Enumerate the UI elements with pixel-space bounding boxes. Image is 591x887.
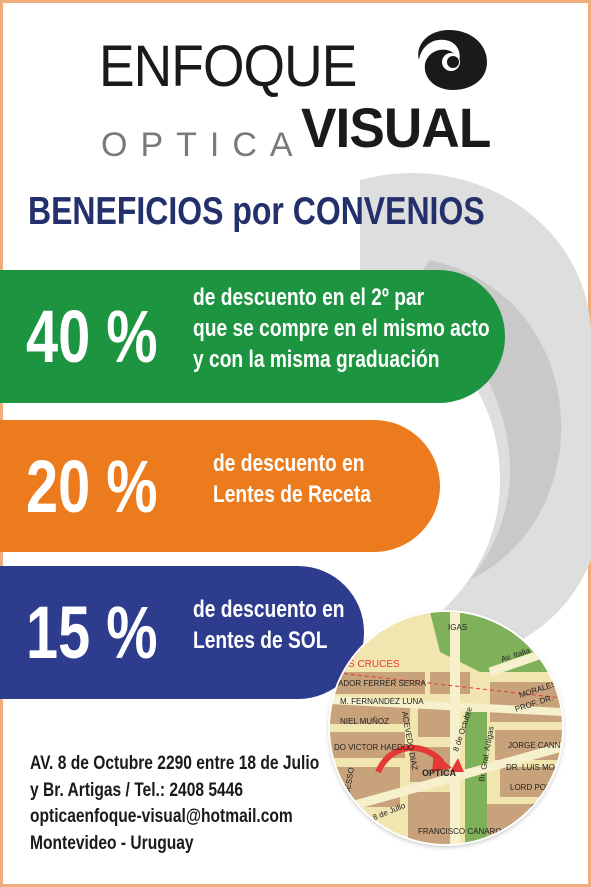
map-label: DR. LUIS MO: [506, 763, 555, 772]
map-label: M. FERNANDEZ LUNA: [340, 697, 424, 706]
offer-percent: 20 %: [26, 445, 158, 528]
map-arrow-head-icon: [432, 752, 452, 772]
map-boundary: [330, 671, 562, 699]
map-block: [330, 702, 410, 724]
offer-line: Lentes de Receta: [213, 481, 371, 509]
map-label: DO VICTOR HAEDO: [334, 743, 409, 752]
brand-logo: ENFOQUE OPTICA VISUAL: [95, 22, 495, 172]
offer-percent: 15 %: [26, 591, 158, 674]
location-map[interactable]: + S CRUCES ADOR FERRER SERRA M. FERNANDE…: [330, 612, 562, 844]
offer-line: de descuento en: [213, 450, 365, 477]
page-title: BENEFICIOS por CONVENIOS: [28, 190, 485, 233]
offer-percent: 40 %: [26, 295, 158, 378]
logo-optica: OPTICA: [101, 126, 306, 164]
swirl-inner-arc: [400, 260, 562, 580]
contact-info: AV. 8 de Octubre 2290 entre 18 de Julio …: [30, 751, 319, 857]
offer-description: de descuento en Lentes de SOL: [193, 594, 345, 656]
offer-band-15: 15 % de descuento en Lentes de SOL: [0, 566, 364, 699]
address-line: AV. 8 de Octubre 2290 entre 18 de Julio: [30, 753, 320, 774]
email[interactable]: opticaenfoque-visual@hotmail.com: [30, 806, 293, 828]
logo-enfoque: ENFOQUE: [99, 34, 357, 99]
map-label: LORD PONSO: [510, 783, 562, 792]
offer-band-20: 20 % de descuento en Lentes de Receta: [0, 420, 440, 552]
logo-eye-icon: [418, 30, 487, 90]
map-park: [465, 712, 487, 844]
map-road: [330, 742, 562, 817]
offer-band-40: 40 % de descuento en el 2º par que se co…: [0, 270, 505, 403]
map-label: JORGE CANN: [508, 741, 561, 750]
map-label-optica: OPTICA: [422, 768, 457, 778]
map-label: S CRUCES: [348, 659, 400, 670]
offer-line: de descuento en el 2º par: [193, 284, 425, 311]
logo-visual: VISUAL: [301, 96, 491, 159]
map-label: IGAS: [448, 623, 467, 632]
map-graphic: + S CRUCES ADOR FERRER SERRA M. FERNANDE…: [330, 612, 562, 844]
offer-line: y con la misma graduación: [193, 346, 440, 374]
location-marker-icon: [450, 758, 464, 772]
map-block: [408, 792, 458, 844]
map-label: ADOR FERRER SERRA: [338, 679, 427, 688]
map-road: [330, 696, 562, 716]
offer-line: de descuento en: [193, 596, 345, 623]
offer-line: Lentes de SOL: [193, 627, 328, 655]
address-phone-line: y Br. Artigas / Tel.: 2408 5446: [30, 779, 244, 801]
map-block: [330, 672, 425, 694]
map-label: NIEL MUÑOZ: [340, 717, 389, 726]
offer-description: de descuento en el 2º par que se compre …: [193, 282, 490, 376]
city: Montevideo - Uruguay: [30, 832, 194, 854]
map-label: FRANCISCO CANARO: [418, 827, 502, 836]
offer-description: de descuento en Lentes de Receta: [213, 448, 371, 510]
offer-line: que se compre en el mismo acto: [193, 315, 490, 343]
